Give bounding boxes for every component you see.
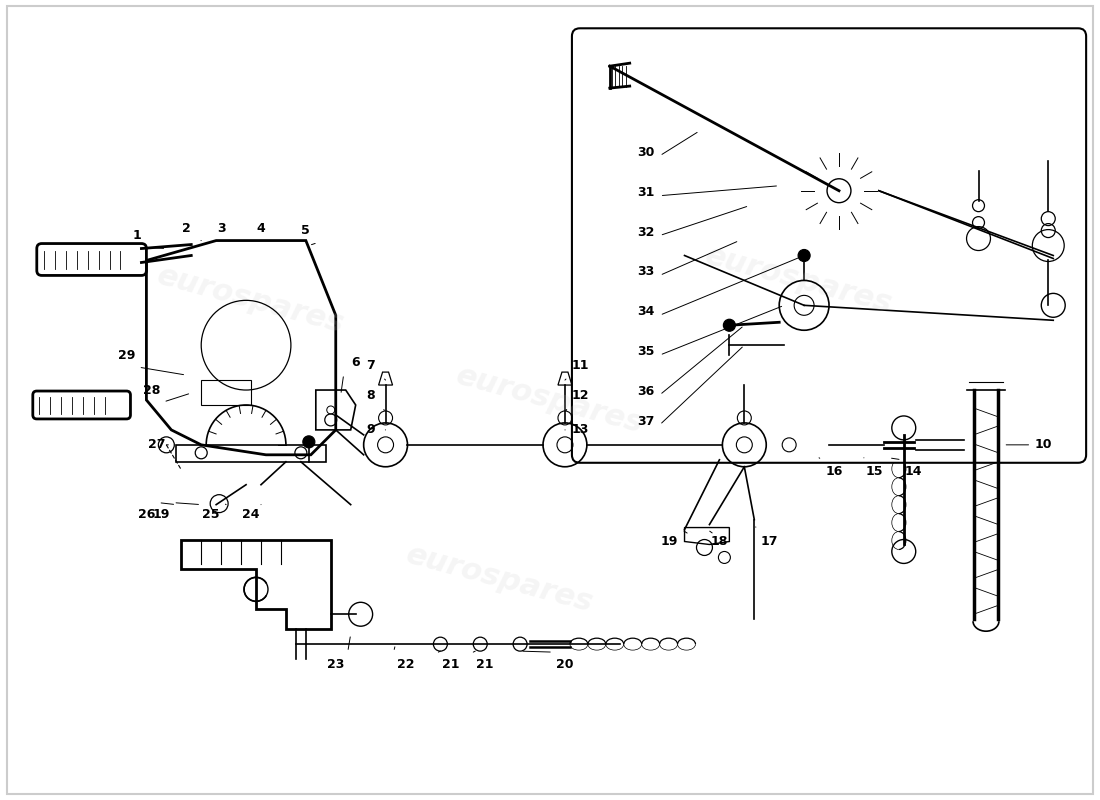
Text: 21: 21	[476, 658, 494, 670]
Text: 29: 29	[118, 349, 135, 362]
Text: 32: 32	[637, 226, 654, 238]
Text: 26: 26	[138, 508, 155, 521]
Text: 5: 5	[301, 224, 310, 237]
Text: 25: 25	[202, 508, 220, 521]
Text: eurospares: eurospares	[404, 541, 597, 618]
Text: 10: 10	[1034, 438, 1052, 451]
Text: 20: 20	[557, 658, 574, 670]
Circle shape	[799, 250, 810, 262]
FancyBboxPatch shape	[572, 28, 1086, 462]
Text: 22: 22	[397, 658, 415, 670]
Text: 36: 36	[637, 385, 654, 398]
Text: 1: 1	[132, 229, 141, 242]
Text: 13: 13	[571, 423, 588, 436]
Text: 14: 14	[905, 466, 923, 478]
Text: 33: 33	[637, 266, 654, 278]
Text: 31: 31	[637, 186, 654, 198]
Circle shape	[724, 319, 736, 331]
Text: 19: 19	[153, 508, 170, 521]
Text: 9: 9	[366, 423, 375, 436]
FancyBboxPatch shape	[33, 391, 131, 419]
Text: eurospares: eurospares	[154, 262, 348, 339]
Text: 2: 2	[182, 222, 190, 235]
Text: 11: 11	[571, 358, 588, 372]
Text: 6: 6	[351, 356, 360, 369]
Text: 28: 28	[143, 383, 161, 397]
Text: 30: 30	[637, 146, 654, 159]
Text: 17: 17	[760, 535, 778, 548]
Text: 23: 23	[327, 658, 344, 670]
Text: eurospares: eurospares	[702, 242, 896, 319]
Text: 16: 16	[825, 466, 843, 478]
Text: 4: 4	[256, 222, 265, 235]
Text: 19: 19	[661, 535, 679, 548]
Text: 18: 18	[711, 535, 728, 548]
Text: 35: 35	[637, 345, 654, 358]
Text: 34: 34	[637, 306, 654, 318]
Text: 12: 12	[571, 389, 588, 402]
FancyBboxPatch shape	[7, 6, 1093, 794]
Circle shape	[302, 436, 315, 448]
Text: 21: 21	[441, 658, 459, 670]
Text: 7: 7	[366, 358, 375, 372]
Text: eurospares: eurospares	[453, 361, 647, 439]
Text: 37: 37	[637, 415, 654, 428]
Text: 27: 27	[147, 438, 165, 451]
FancyBboxPatch shape	[36, 243, 146, 275]
Text: 8: 8	[366, 389, 375, 402]
Text: 3: 3	[217, 222, 226, 235]
Text: 24: 24	[242, 508, 260, 521]
Text: 15: 15	[865, 466, 882, 478]
